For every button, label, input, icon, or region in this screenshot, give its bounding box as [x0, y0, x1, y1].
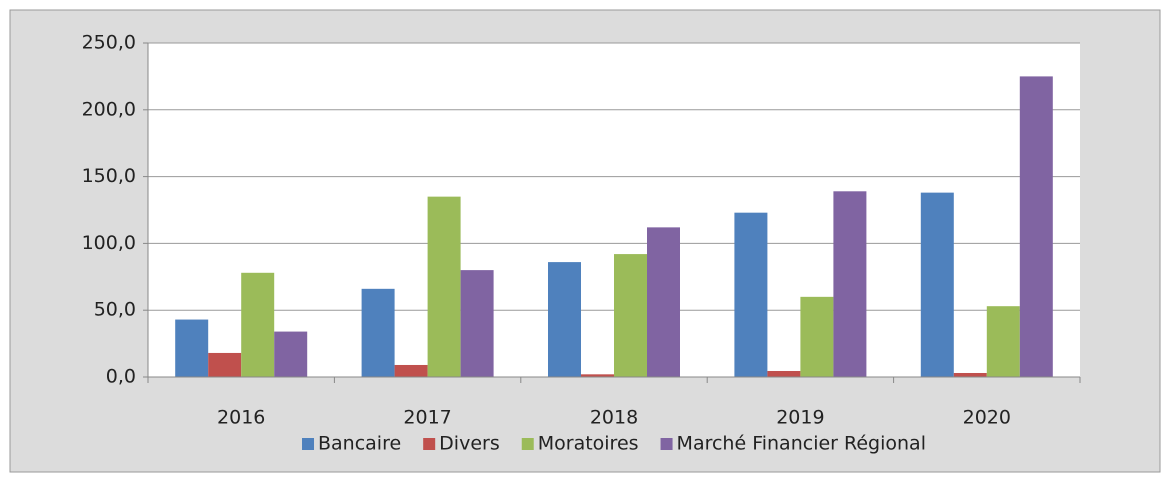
bar — [614, 254, 647, 377]
legend-swatch — [660, 438, 673, 450]
y-tick-label: 200,0 — [82, 98, 136, 120]
y-tick-label: 100,0 — [82, 232, 136, 254]
y-tick-label: 50,0 — [94, 299, 136, 321]
bar — [241, 272, 275, 377]
x-tick-label: 2017 — [403, 407, 451, 429]
y-tick-label: 0,0 — [106, 366, 136, 388]
bar — [920, 192, 954, 377]
legend-label: Moratoires — [538, 433, 639, 455]
bar — [767, 370, 801, 377]
bar — [800, 296, 834, 377]
bar — [1019, 76, 1053, 378]
bar — [175, 319, 209, 377]
bar — [953, 372, 987, 377]
legend-swatch — [423, 438, 436, 450]
bar — [548, 262, 581, 377]
bar — [460, 270, 494, 377]
bar — [833, 191, 867, 377]
x-tick-label: 2016 — [217, 407, 265, 429]
bar — [427, 196, 461, 377]
x-tick-label: 2019 — [776, 407, 824, 429]
bar — [734, 212, 768, 377]
legend-swatch — [302, 438, 315, 450]
x-tick-label: 2020 — [963, 407, 1011, 429]
bar — [581, 374, 614, 377]
legend-label: Divers — [439, 433, 500, 455]
legend-label: Bancaire — [318, 433, 401, 455]
legend-label: Marché Financier Régional — [677, 433, 926, 455]
legend-swatch — [521, 438, 534, 450]
bar — [361, 288, 395, 377]
x-tick-label: 2018 — [590, 407, 638, 429]
bar — [647, 227, 680, 377]
y-tick-label: 150,0 — [82, 165, 136, 187]
bar — [394, 364, 428, 377]
bar — [274, 331, 308, 377]
y-tick-label: 250,0 — [82, 32, 136, 54]
bar — [208, 352, 242, 377]
bar — [986, 306, 1020, 377]
